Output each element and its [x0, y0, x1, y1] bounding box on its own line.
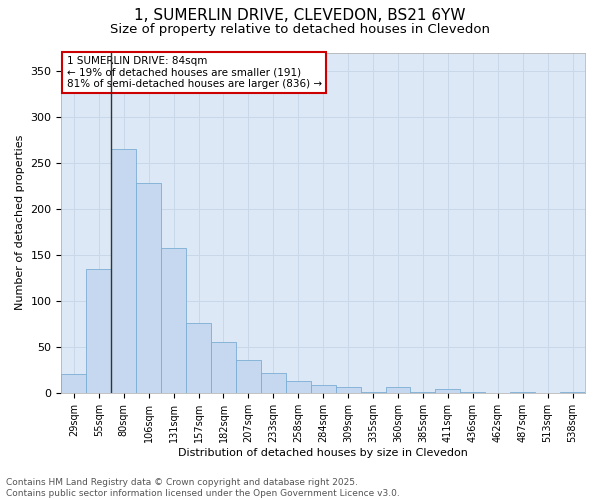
Bar	[86, 268, 111, 393]
X-axis label: Distribution of detached houses by size in Clevedon: Distribution of detached houses by size …	[178, 448, 468, 458]
Text: 1, SUMERLIN DRIVE, CLEVEDON, BS21 6YW: 1, SUMERLIN DRIVE, CLEVEDON, BS21 6YW	[134, 8, 466, 22]
Bar	[136, 183, 161, 393]
Bar	[311, 384, 335, 393]
Bar	[111, 149, 136, 393]
Bar	[335, 388, 361, 393]
Bar	[386, 388, 410, 393]
Y-axis label: Number of detached properties: Number of detached properties	[15, 135, 25, 310]
Text: 1 SUMERLIN DRIVE: 84sqm
← 19% of detached houses are smaller (191)
81% of semi-d: 1 SUMERLIN DRIVE: 84sqm ← 19% of detache…	[67, 56, 322, 89]
Bar	[261, 372, 286, 393]
Bar	[211, 342, 236, 393]
Bar	[236, 360, 261, 393]
Bar	[560, 392, 585, 393]
Bar	[510, 392, 535, 393]
Bar	[436, 389, 460, 393]
Text: Size of property relative to detached houses in Clevedon: Size of property relative to detached ho…	[110, 22, 490, 36]
Bar	[161, 248, 186, 393]
Bar	[61, 374, 86, 393]
Bar	[460, 392, 485, 393]
Bar	[186, 323, 211, 393]
Bar	[286, 381, 311, 393]
Bar	[361, 392, 386, 393]
Bar	[410, 392, 436, 393]
Text: Contains HM Land Registry data © Crown copyright and database right 2025.
Contai: Contains HM Land Registry data © Crown c…	[6, 478, 400, 498]
